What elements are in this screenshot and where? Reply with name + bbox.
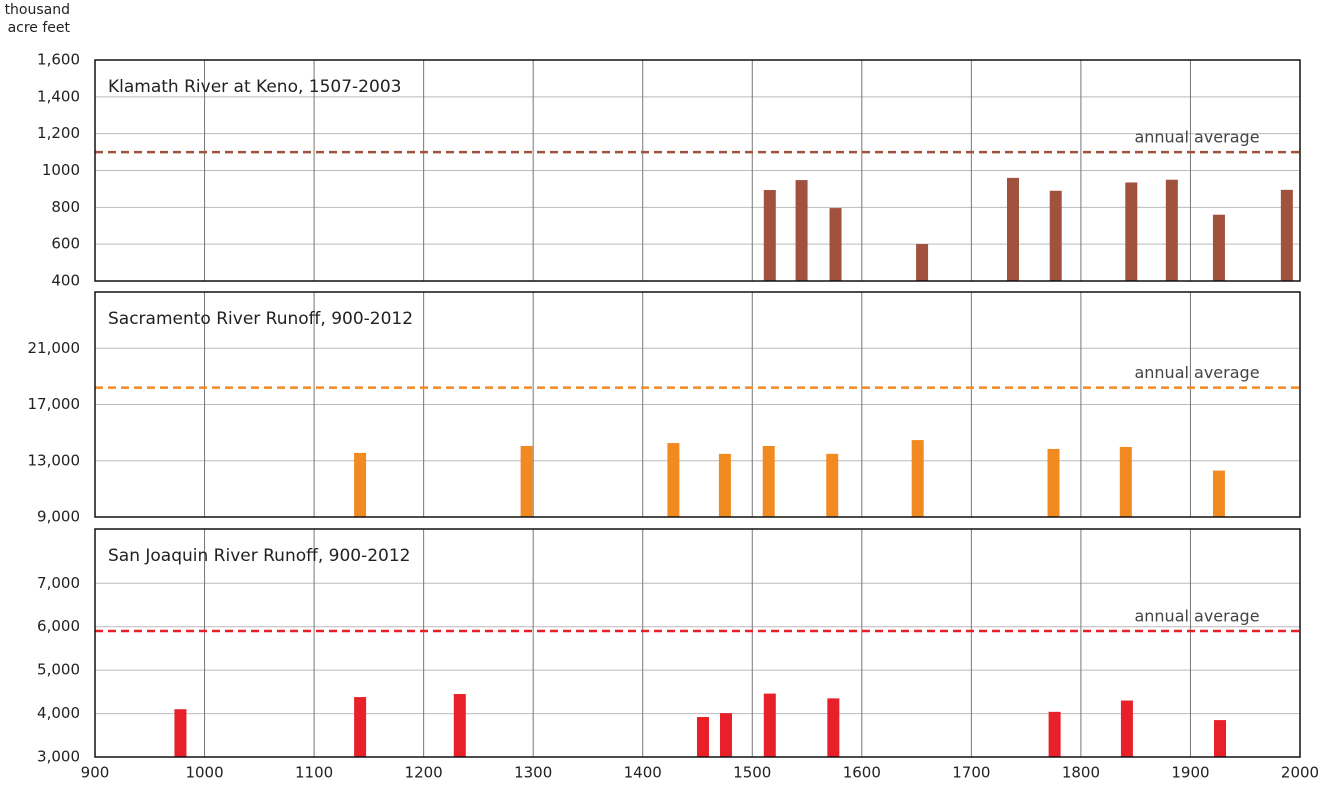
y-tick-label: 400 bbox=[51, 272, 80, 290]
bar bbox=[667, 443, 680, 517]
bar bbox=[762, 445, 775, 517]
x-tick-label: 1100 bbox=[295, 764, 333, 782]
bar bbox=[1165, 179, 1178, 281]
y-axis-label: acre feet bbox=[8, 20, 71, 36]
x-tick-label: 1900 bbox=[1171, 764, 1209, 782]
y-tick-label: 1,200 bbox=[37, 124, 80, 142]
bar bbox=[1280, 189, 1293, 281]
bar bbox=[1212, 214, 1225, 281]
bar bbox=[1049, 190, 1062, 281]
x-tick-label: 900 bbox=[81, 764, 110, 782]
y-tick-label: 13,000 bbox=[28, 451, 81, 469]
panel-frame bbox=[94, 528, 1301, 758]
bar bbox=[795, 180, 808, 281]
annotation: annual average bbox=[1134, 607, 1259, 626]
bar bbox=[911, 440, 924, 517]
bar bbox=[1125, 182, 1138, 281]
x-tick-label: 1400 bbox=[624, 764, 662, 782]
panel-title: San Joaquin River Runoff, 900-2012 bbox=[108, 546, 411, 566]
y-tick-label: 21,000 bbox=[28, 339, 81, 357]
bar bbox=[827, 698, 840, 757]
bar bbox=[1006, 177, 1019, 281]
bar bbox=[453, 694, 466, 757]
bar bbox=[718, 453, 731, 517]
y-tick-label: 1,400 bbox=[37, 87, 80, 105]
panel-frame bbox=[94, 59, 1301, 282]
y-tick-label: 5,000 bbox=[37, 661, 80, 679]
bar bbox=[696, 717, 709, 757]
x-tick-label: 1500 bbox=[733, 764, 771, 782]
x-tick-label: 1200 bbox=[405, 764, 443, 782]
bar bbox=[1212, 470, 1225, 517]
x-tick-label: 1700 bbox=[952, 764, 990, 782]
bar bbox=[354, 697, 367, 757]
x-tick-label: 2000 bbox=[1281, 764, 1319, 782]
bar bbox=[520, 445, 533, 517]
panel-title: Sacramento River Runoff, 900-2012 bbox=[108, 309, 413, 329]
x-tick-label: 1300 bbox=[514, 764, 552, 782]
annotation: annual average bbox=[1134, 128, 1259, 147]
bar bbox=[174, 709, 187, 757]
bar bbox=[763, 693, 776, 757]
bar bbox=[1047, 448, 1060, 517]
bar bbox=[1048, 711, 1061, 757]
bar bbox=[763, 190, 776, 281]
bar bbox=[1119, 446, 1132, 517]
y-tick-label: 1000 bbox=[42, 161, 80, 179]
annotation: annual average bbox=[1134, 363, 1259, 382]
panel-title: Klamath River at Keno, 1507-2003 bbox=[108, 77, 401, 97]
bar bbox=[354, 452, 367, 517]
y-tick-label: 9,000 bbox=[37, 508, 80, 526]
y-tick-label: 600 bbox=[51, 235, 80, 253]
y-tick-label: 17,000 bbox=[28, 395, 81, 413]
y-tick-label: 3,000 bbox=[37, 748, 80, 766]
x-tick-label: 1000 bbox=[185, 764, 223, 782]
y-tick-label: 4,000 bbox=[37, 704, 80, 722]
bar bbox=[1214, 720, 1227, 757]
bar bbox=[719, 713, 732, 757]
y-tick-label: 800 bbox=[51, 198, 80, 216]
bar bbox=[1120, 700, 1133, 757]
y-tick-label: 7,000 bbox=[37, 574, 80, 592]
bar bbox=[916, 243, 929, 281]
x-tick-label: 1800 bbox=[1062, 764, 1100, 782]
panel-frame bbox=[94, 291, 1301, 518]
bar bbox=[826, 453, 839, 517]
y-tick-label: 1,600 bbox=[37, 51, 80, 69]
y-axis-label: thousand bbox=[5, 2, 70, 18]
y-tick-label: 6,000 bbox=[37, 617, 80, 635]
bar bbox=[829, 208, 842, 281]
x-tick-label: 1600 bbox=[843, 764, 881, 782]
